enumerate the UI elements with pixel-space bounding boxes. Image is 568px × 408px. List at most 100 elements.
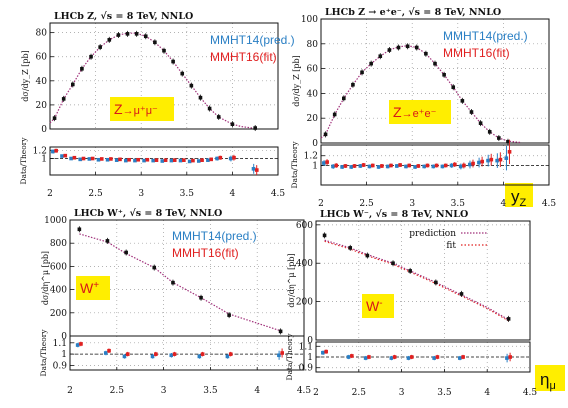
ratio-pred-point xyxy=(150,354,155,359)
legend-pred: MMHT14(pred.) xyxy=(210,33,295,47)
data-point xyxy=(89,54,93,59)
data-point xyxy=(497,136,501,140)
y-tick-label: 80 xyxy=(36,29,48,39)
ratio-pred-point xyxy=(60,154,64,158)
data-point xyxy=(105,239,110,243)
ratio-fit-point xyxy=(72,155,77,160)
data-point xyxy=(442,73,446,77)
ratio-pred-point xyxy=(69,156,73,161)
data-point xyxy=(322,233,327,238)
y-tick-label: 0 xyxy=(307,336,313,346)
eta-label: ημ xyxy=(540,370,556,392)
data-point xyxy=(424,51,428,56)
ratio-pred-point xyxy=(349,165,354,169)
data-point xyxy=(71,82,75,87)
x-tick-label: 3 xyxy=(138,189,144,199)
ratio-fit-point xyxy=(407,163,412,168)
x-tick-label: 2 xyxy=(47,189,53,199)
data-point xyxy=(408,269,412,273)
ratio-fit-point xyxy=(81,156,86,161)
ratio-pred-point xyxy=(406,356,411,360)
data-point xyxy=(253,126,257,130)
ratio-pred-point xyxy=(87,157,92,161)
y-axis-label: dσ/dy_Z [pb] xyxy=(292,55,301,107)
y-tick-label: 20 xyxy=(307,114,319,124)
data-point xyxy=(52,116,57,120)
data-point xyxy=(98,45,102,49)
data-point xyxy=(487,130,492,134)
data-point xyxy=(387,48,392,52)
yz-label-box xyxy=(505,183,533,207)
ratio-fit-point xyxy=(154,352,158,356)
ratio-axis-label: Data/Theory xyxy=(19,137,28,185)
ratio-fit-point xyxy=(462,163,466,168)
ratio-pred-point xyxy=(458,356,462,360)
ratio-fit-point xyxy=(200,352,205,356)
ratio-fit-point xyxy=(191,158,195,163)
ratio-pred-point xyxy=(114,158,119,162)
outer-axis-labels: yZ ημ xyxy=(505,183,565,392)
ratio-pred-point xyxy=(389,356,394,360)
ratio-fit-point xyxy=(228,352,233,356)
theory-curve xyxy=(320,45,522,144)
x-tick-label: 4.5 xyxy=(297,386,312,396)
ratio-frame xyxy=(320,144,550,186)
data-point xyxy=(433,61,437,66)
ratio-tick-label: 0.9 xyxy=(53,361,68,371)
x-tick-label: 4 xyxy=(484,388,490,398)
chart-w-plus: LHCb W⁺, √s = 8 TeV, NNLO020040060080010… xyxy=(39,208,311,396)
process-tag-box xyxy=(389,100,451,124)
x-tick-label: 2.5 xyxy=(352,388,367,398)
data-point xyxy=(460,99,465,103)
x-tick-label: 4 xyxy=(230,189,236,199)
ratio-pred-point xyxy=(169,158,174,163)
ratio-pred-point xyxy=(105,157,110,162)
data-point xyxy=(396,45,401,50)
chart-title: LHCb Z, √s = 8 TeV, NNLO xyxy=(54,11,193,22)
x-tick-label: 2.5 xyxy=(110,386,125,396)
ratio-pred-point xyxy=(346,355,351,359)
main-frame xyxy=(320,18,550,144)
x-tick-label: 2.5 xyxy=(359,199,374,209)
ratio-fit-point xyxy=(172,352,177,356)
ratio-fit-point xyxy=(398,163,402,167)
ratio-pred-point xyxy=(367,164,372,169)
ratio-pred-point xyxy=(505,356,509,360)
ratio-pred-point xyxy=(385,164,390,169)
ratio-pred-point xyxy=(340,165,344,169)
ratio-fit-point xyxy=(453,162,457,167)
legend-pred: MMHT14(pred.) xyxy=(443,29,528,43)
ratio-tick-label: 1.1 xyxy=(53,339,67,349)
ratio-fit-point xyxy=(154,158,159,162)
data-point xyxy=(134,32,139,36)
yz-label: yZ xyxy=(511,187,527,209)
y-tick-label: 60 xyxy=(36,53,48,63)
ratio-fit-point xyxy=(280,351,284,355)
ratio-tick-label: 0.9 xyxy=(299,364,314,374)
data-point xyxy=(391,261,395,266)
ratio-pred-point xyxy=(169,353,174,358)
ratio-pred-point xyxy=(322,161,326,165)
ratio-fit-point xyxy=(218,155,223,160)
process-tag: Z→e⁺e⁻ xyxy=(393,104,437,120)
ratio-fit-point xyxy=(343,164,348,168)
data-point xyxy=(207,106,212,111)
ratio-pred-point xyxy=(178,158,183,163)
ratio-fit-point xyxy=(361,163,366,167)
ratio-axis-label: Data/Theory xyxy=(290,141,299,189)
data-point xyxy=(342,96,346,101)
process-tag: Z→μ⁺μ⁻ xyxy=(114,101,158,117)
data-point xyxy=(77,227,82,232)
ratio-pred-point xyxy=(431,164,436,169)
ratio-fit-point xyxy=(409,355,414,359)
chart-title: LHCb W⁻, √s = 8 TeV, NNLO xyxy=(320,209,468,220)
ratio-frame xyxy=(69,335,305,371)
ratio-fit-point xyxy=(99,157,104,161)
fit-curve xyxy=(324,240,509,322)
data-point xyxy=(152,265,157,270)
data-point xyxy=(323,132,328,137)
chart-z-ee: LHCb Z → e⁺e⁻, √s = 8 TeV, NNLO 0 20 40 60 80… xyxy=(290,7,556,209)
y-tick-label: 400 xyxy=(50,286,67,296)
x-tick-label: 4.5 xyxy=(542,199,557,209)
ratio-fit-point xyxy=(172,158,177,162)
